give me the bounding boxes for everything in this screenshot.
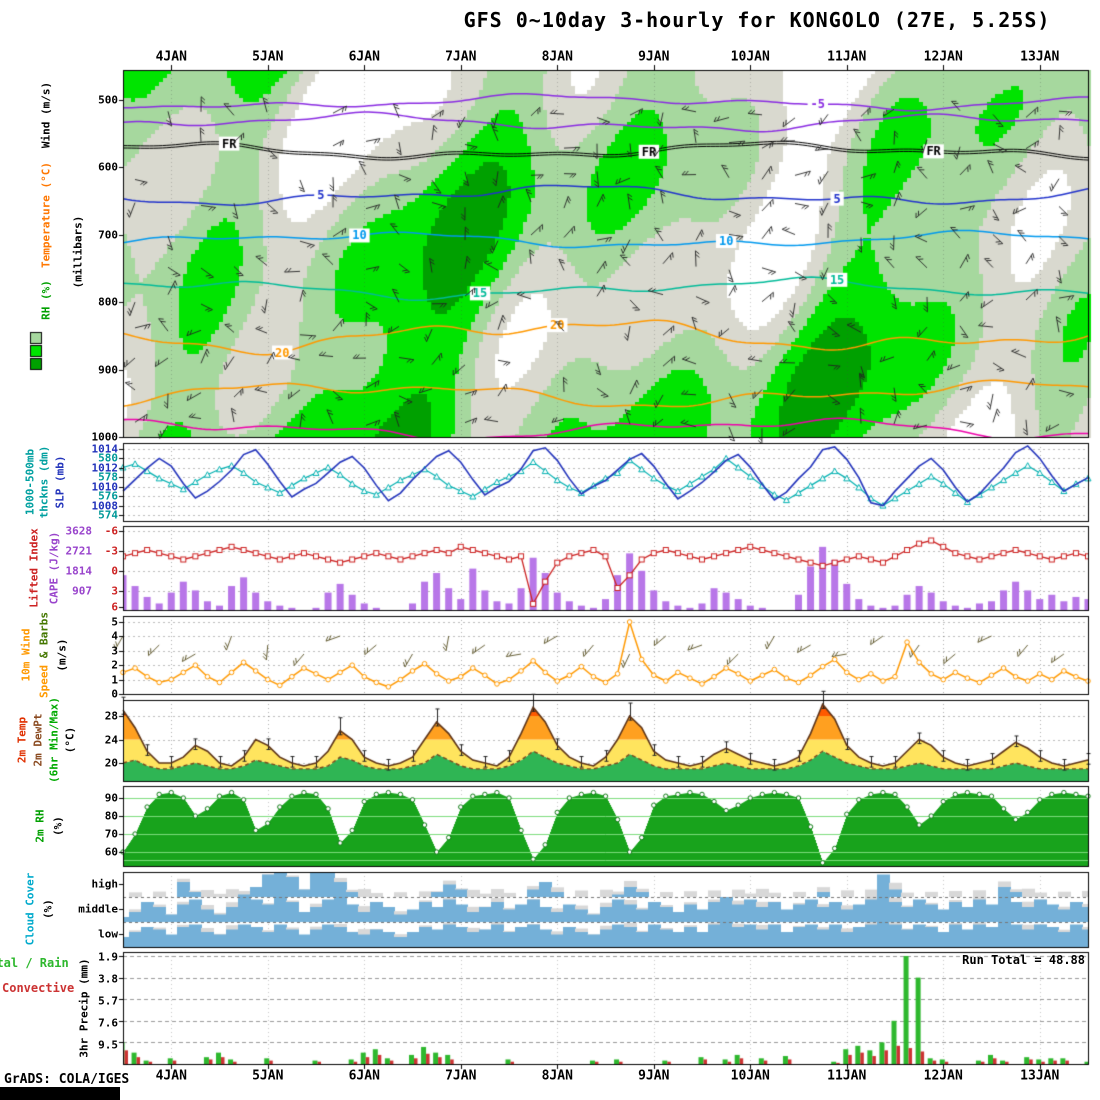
cape-tick: 2721 <box>65 544 93 558</box>
lifted-index-tick: 0 <box>111 564 118 578</box>
lifted-index-tick: -3 <box>104 544 118 558</box>
p4-speed-label: Speed <box>37 658 51 699</box>
pressure-tick: 500 <box>98 93 118 107</box>
pressure-tick: 800 <box>98 295 118 309</box>
thickness-tick: 580 <box>98 451 118 465</box>
cape-tick: 1814 <box>65 564 93 578</box>
lifted-index-tick: 6 <box>111 600 118 614</box>
p5-minmax-label: (6hr Min/Max) <box>47 696 61 784</box>
p8-total-rain-label: Total / Rain <box>0 956 69 970</box>
p8-precip-axis-label: 3hr Precip (mm) <box>77 958 91 1058</box>
temp-tick: 28 <box>104 709 118 723</box>
p1-millibars-axis-label: (millibars) <box>71 215 85 289</box>
thickness-tick: 578 <box>98 470 118 484</box>
wind-speed-tick: 0 <box>111 687 118 701</box>
p5-temp-label: 2m Temp <box>15 716 29 764</box>
cloud-level-tick: high <box>91 877 119 891</box>
slp-tick: 1014 <box>91 442 119 456</box>
rh-tick: 90 <box>104 791 118 805</box>
p5-dewpt-label: 2m DewPt <box>31 713 45 767</box>
p3-cape-label: CAPE (J/kg) <box>47 531 61 605</box>
wind-speed-tick: 3 <box>111 644 118 658</box>
p4-wind-label-line2: Speed & Barbs <box>38 612 51 698</box>
grads-logo-bar <box>0 1087 120 1100</box>
run-total-label: Run Total = 48.88 <box>962 953 1085 967</box>
wind-speed-tick: 2 <box>111 658 118 672</box>
pressure-tick: 1000 <box>91 430 119 444</box>
rh-tick: 60 <box>104 845 118 859</box>
day-label-bottom: 9JAN <box>638 1068 670 1084</box>
day-label-bottom: 5JAN <box>252 1068 284 1084</box>
day-label-bottom: 12JAN <box>923 1068 963 1084</box>
p8-convective-label: Convective <box>2 981 75 995</box>
day-label-top: 7JAN <box>445 49 477 65</box>
precip-tick: 7.6 <box>98 1016 118 1030</box>
day-label-top: 8JAN <box>541 49 573 65</box>
day-label-top: 13JAN <box>1020 49 1060 65</box>
p7-cloud-cover-label: Cloud Cover <box>23 872 37 946</box>
day-label-bottom: 10JAN <box>730 1068 770 1084</box>
day-label-bottom: 4JAN <box>155 1068 187 1084</box>
p7-units-label: (%) <box>41 899 55 919</box>
precip-tick: 9.5 <box>98 1038 118 1052</box>
day-label-top: 12JAN <box>923 49 963 65</box>
temp-tick: 24 <box>104 733 118 747</box>
temp-tick: 20 <box>104 756 118 770</box>
lifted-index-tick: 3 <box>111 584 118 598</box>
day-label-bottom: 13JAN <box>1020 1068 1060 1084</box>
p2-slp-label: SLP (mb) <box>53 455 67 509</box>
p1-temperature-axis-label: Temperature (°C) <box>39 162 53 268</box>
day-label-top: 11JAN <box>827 49 867 65</box>
precip-tick: 5.7 <box>98 994 118 1008</box>
p4-barbs-label: & Barbs <box>37 611 51 659</box>
p4-wind-label-line1: 10m Wind <box>19 628 33 682</box>
day-label-top: 9JAN <box>638 49 670 65</box>
thickness-tick: 576 <box>98 489 118 503</box>
precip-tick: 1.9 <box>98 950 118 964</box>
p5-units-label: (°C) <box>63 726 77 754</box>
precip-tick: 3.8 <box>98 972 118 986</box>
rh-tick: 80 <box>104 809 118 823</box>
wind-speed-tick: 4 <box>111 629 118 643</box>
slp-tick: 1012 <box>91 461 119 475</box>
day-label-top: 5JAN <box>252 49 284 65</box>
slp-tick: 1010 <box>91 480 119 494</box>
day-label-top: 4JAN <box>155 49 187 65</box>
day-label-top: 10JAN <box>730 49 770 65</box>
chart-title: GFS 0~10day 3-hourly for KONGOLO (27E, 5… <box>463 8 1051 32</box>
day-label-bottom: 7JAN <box>445 1068 477 1084</box>
wind-speed-tick: 1 <box>111 673 118 687</box>
pressure-tick: 600 <box>98 160 118 174</box>
p6-units-label: (%) <box>51 816 65 836</box>
p1-wind-axis-label: Wind (m/s) <box>39 81 53 149</box>
day-label-bottom: 11JAN <box>827 1068 867 1084</box>
pressure-tick: 900 <box>98 363 118 377</box>
p1-rh-axis-label: RH (%) <box>39 280 53 320</box>
lifted-index-tick: -6 <box>104 524 118 538</box>
wind-speed-tick: 5 <box>111 615 118 629</box>
day-label-bottom: 6JAN <box>348 1068 380 1084</box>
day-label-top: 6JAN <box>348 49 380 65</box>
p2-thickness-label-line2: thckns (dm) <box>37 445 51 519</box>
grads-credit: GrADS: COLA/IGES <box>4 1072 130 1087</box>
p2-thickness-label-line1: 1000-500mb <box>23 448 37 516</box>
cape-tick: 3628 <box>65 524 93 538</box>
slp-tick: 1008 <box>91 499 119 513</box>
pressure-tick: 700 <box>98 228 118 242</box>
cape-tick: 907 <box>72 584 92 598</box>
p6-rh-label: 2m RH <box>33 809 47 843</box>
cloud-level-tick: low <box>98 927 118 941</box>
p3-lifted-index-label: Lifted Index <box>27 528 41 608</box>
cloud-level-tick: middle <box>78 902 118 916</box>
thickness-tick: 574 <box>98 508 118 522</box>
day-label-bottom: 8JAN <box>541 1068 573 1084</box>
p4-units-label: (m/s) <box>55 638 69 672</box>
rh-tick: 70 <box>104 827 118 841</box>
